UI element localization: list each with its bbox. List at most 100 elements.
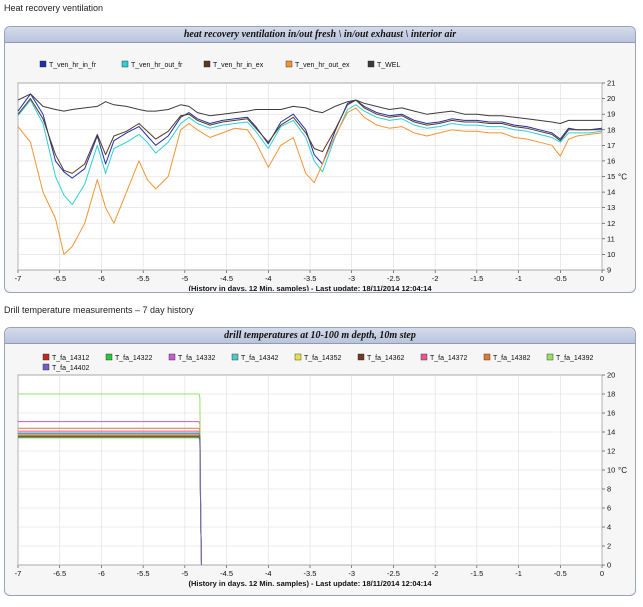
y-tick-label: 11 bbox=[607, 234, 615, 243]
y-tick-label: 14 bbox=[607, 428, 615, 437]
legend-label: T_fa_14352 bbox=[304, 355, 341, 362]
x-tick-label: -3.5 bbox=[304, 274, 317, 283]
legend-label: T_ven_hr_in_fr bbox=[49, 62, 97, 69]
series-line-T_ven_hr_out_fr bbox=[17, 99, 603, 206]
y-tick-label: 15 bbox=[607, 172, 615, 181]
y-tick-label: 18 bbox=[607, 390, 615, 399]
x-tick-label: -4.5 bbox=[220, 569, 233, 578]
x-tick-label: -2 bbox=[432, 274, 439, 283]
legend-label: T_fa_14392 bbox=[556, 355, 593, 362]
x-tick-label: -2.5 bbox=[387, 274, 400, 283]
y-tick-label: 2 bbox=[607, 542, 611, 551]
x-tick-label: -2.5 bbox=[387, 569, 400, 578]
x-tick-label: -0.5 bbox=[554, 569, 567, 578]
y-tick-label: 13 bbox=[607, 203, 615, 212]
legend-swatch bbox=[357, 353, 365, 361]
x-tick-label: -6 bbox=[98, 569, 105, 578]
y-tick-label: 4 bbox=[607, 523, 611, 532]
legend-swatch bbox=[42, 353, 50, 361]
x-tick-label: -1.5 bbox=[470, 569, 483, 578]
drill-section-title: Drill temperature measurements – 7 day h… bbox=[4, 305, 194, 315]
legend-swatch bbox=[105, 353, 113, 361]
x-tick-label: 0 bbox=[600, 569, 604, 578]
x-tick-label: -5 bbox=[182, 274, 189, 283]
series-line-T_WEL bbox=[17, 93, 602, 124]
legend-swatch bbox=[168, 353, 176, 361]
x-tick-label: -4.5 bbox=[220, 274, 233, 283]
y-tick-label: 19 bbox=[607, 110, 615, 119]
y-tick-label: 20 bbox=[607, 371, 615, 380]
x-tick-label: -7 bbox=[15, 569, 22, 578]
legend-label: T_fa_14382 bbox=[493, 355, 530, 362]
y-tick-label: 6 bbox=[607, 504, 611, 513]
y-tick-label: 17 bbox=[607, 141, 615, 150]
legend-label: T_fa_14312 bbox=[52, 355, 89, 362]
ventilation-section-title: Heat recovery ventilation bbox=[4, 3, 104, 13]
x-tick-label: -6.5 bbox=[53, 569, 66, 578]
x-tick-label: -4 bbox=[265, 274, 272, 283]
ventilation-chart-panel: heat recovery ventilation in/out fresh \… bbox=[4, 26, 636, 293]
y-tick-label: 20 bbox=[607, 94, 615, 103]
x-tick-label: -1.5 bbox=[470, 274, 483, 283]
ventilation-chart: T_ven_hr_in_fr T_ven_hr_out_fr T_ven_hr_in… bbox=[15, 60, 627, 291]
legend-swatch bbox=[483, 353, 491, 361]
y-tick-label: 10 bbox=[607, 250, 615, 259]
x-tick-label: -4 bbox=[265, 569, 272, 578]
legend-label: T_fa_14402 bbox=[52, 365, 89, 372]
legend-swatch bbox=[294, 353, 302, 361]
drill-chart: T_fa_14312 T_fa_14322 T_fa_14332 T_fa_14342… bbox=[15, 353, 627, 588]
x-tick-label: -1 bbox=[515, 274, 522, 283]
y-axis-label: °C bbox=[618, 173, 627, 182]
legend-swatch bbox=[231, 353, 239, 361]
legend-swatch bbox=[420, 353, 428, 361]
legend-label: T_WEL bbox=[377, 62, 400, 69]
x-axis-label: (History in days. 12 Min. samples) - Las… bbox=[188, 284, 432, 291]
y-tick-label: 9 bbox=[607, 266, 611, 275]
legend-swatch bbox=[546, 353, 554, 361]
x-tick-label: -5.5 bbox=[137, 569, 150, 578]
legend-label: T_ven_hr_out_fr bbox=[131, 62, 183, 69]
legend-swatch bbox=[285, 60, 293, 68]
x-tick-label: -6 bbox=[98, 274, 105, 283]
x-tick-label: -2 bbox=[432, 569, 439, 578]
y-tick-label: 12 bbox=[607, 447, 615, 456]
legend-label: T_ven_hr_out_ex bbox=[295, 62, 350, 69]
x-tick-label: -0.5 bbox=[554, 274, 567, 283]
x-axis-label: (History in days. 12 Min. samples) - Las… bbox=[188, 579, 432, 588]
y-tick-label: 18 bbox=[607, 125, 615, 134]
legend-label: T_fa_14322 bbox=[115, 355, 152, 362]
x-tick-label: -5.5 bbox=[137, 274, 150, 283]
series-line-T_ven_hr_out_ex bbox=[17, 107, 603, 255]
x-tick-label: -5 bbox=[182, 569, 189, 578]
series-line-T_ven_hr_in_fr bbox=[17, 93, 603, 179]
legend-swatch bbox=[39, 60, 47, 68]
legend-swatch bbox=[42, 363, 50, 371]
drill-chart-panel: drill temperatures at 10-100 m depth, 10… bbox=[4, 327, 636, 596]
y-tick-label: 21 bbox=[607, 79, 615, 88]
y-tick-label: 12 bbox=[607, 219, 615, 228]
series-line-T_ven_hr_in_ex bbox=[17, 98, 602, 174]
legend-label: T_fa_14362 bbox=[367, 355, 404, 362]
legend-label: T_fa_14372 bbox=[430, 355, 467, 362]
legend-label: T_ven_hr_in_ex bbox=[213, 62, 264, 69]
y-tick-label: 8 bbox=[607, 485, 611, 494]
x-tick-label: -3 bbox=[348, 274, 355, 283]
x-tick-label: -3 bbox=[348, 569, 355, 578]
x-tick-label: -7 bbox=[15, 274, 22, 283]
legend-swatch bbox=[367, 60, 375, 68]
y-tick-label: 14 bbox=[607, 188, 615, 197]
legend-swatch bbox=[121, 60, 129, 68]
series-line-T_fa_14402 bbox=[18, 433, 202, 566]
x-tick-label: -3.5 bbox=[304, 569, 317, 578]
ventilation-chart-title: heat recovery ventilation in/out fresh \… bbox=[5, 27, 635, 43]
y-tick-label: 0 bbox=[607, 561, 611, 570]
legend-label: T_fa_14332 bbox=[178, 355, 215, 362]
legend-label: T_fa_14342 bbox=[241, 355, 278, 362]
y-axis-label: °C bbox=[618, 466, 627, 475]
y-tick-label: 16 bbox=[607, 409, 615, 418]
drill-chart-title: drill temperatures at 10-100 m depth, 10… bbox=[5, 328, 635, 344]
y-tick-label: 16 bbox=[607, 156, 615, 165]
x-tick-label: -6.5 bbox=[53, 274, 66, 283]
y-tick-label: 10 bbox=[607, 466, 615, 475]
x-tick-label: 0 bbox=[600, 274, 604, 283]
